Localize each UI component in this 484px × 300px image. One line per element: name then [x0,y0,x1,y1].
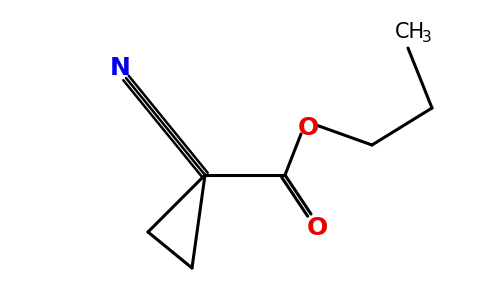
Text: 3: 3 [422,29,432,44]
Text: N: N [109,56,130,80]
Text: CH: CH [395,22,425,42]
Text: O: O [297,116,318,140]
Text: O: O [306,216,328,240]
